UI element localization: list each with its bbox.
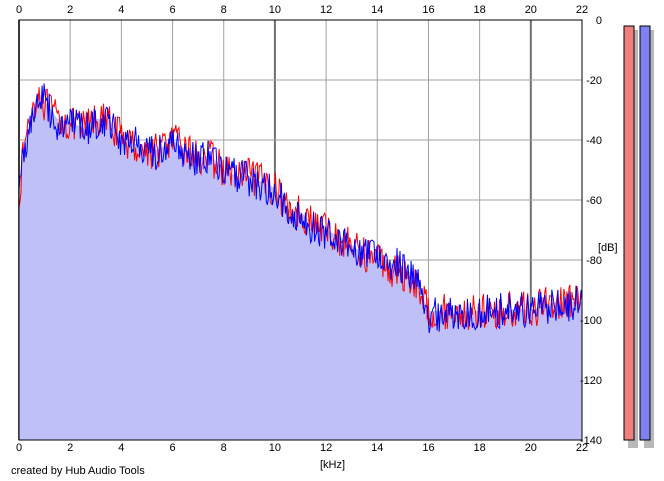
x-tick-label-bottom: 0 <box>16 442 22 454</box>
plot-area <box>18 19 583 441</box>
y-tick-label: -140 <box>580 435 602 447</box>
x-tick-label-top: 16 <box>422 4 434 16</box>
level-meter-1 <box>623 25 635 441</box>
x-tick-label-bottom: 4 <box>118 442 124 454</box>
x-tick-label-top: 2 <box>67 4 73 16</box>
x-tick-label-top: 14 <box>371 4 383 16</box>
x-tick-label-top: 8 <box>221 4 227 16</box>
plot-frame <box>18 19 583 441</box>
y-tick-label: -120 <box>580 375 602 387</box>
x-tick-label-top: 10 <box>269 4 281 16</box>
y-tick-label: -100 <box>580 315 602 327</box>
x-tick-label-bottom: 14 <box>371 442 383 454</box>
x-tick-label-top: 0 <box>16 4 22 16</box>
y-tick-label: -40 <box>586 135 602 147</box>
y-tick-label: -80 <box>586 255 602 267</box>
y-tick-label: -60 <box>586 195 602 207</box>
spectrum-area <box>19 92 582 440</box>
x-tick-label-bottom: 20 <box>525 442 537 454</box>
y-tick-labels: 0 -20 -40 -60 -80 -100 -120 -140 <box>580 15 602 447</box>
x-tick-label-bottom: 2 <box>67 442 73 454</box>
x-tick-label-bottom: 6 <box>169 442 175 454</box>
x-tick-label-top: 20 <box>525 4 537 16</box>
y-tick-label: 0 <box>596 15 602 27</box>
x-tick-label-top: 12 <box>320 4 332 16</box>
x-tick-label-bottom: 8 <box>221 442 227 454</box>
x-tick-label-bottom: 10 <box>269 442 281 454</box>
credit-text: created by Hub Audio Tools <box>11 465 145 477</box>
level-meter-2 <box>639 25 651 441</box>
x-tick-label-top: 4 <box>118 4 124 16</box>
spectrum-fill <box>19 92 582 440</box>
y-tick-label: -20 <box>586 75 602 87</box>
x-axis-label: [kHz] <box>320 459 345 471</box>
level-meters <box>623 25 654 448</box>
x-tick-label-bottom: 22 <box>576 442 588 454</box>
x-tick-label-top: 22 <box>576 4 588 16</box>
spectrum-series-2 <box>18 83 583 334</box>
x-tick-label-bottom: 12 <box>320 442 332 454</box>
x-tick-label-bottom: 18 <box>474 442 486 454</box>
x-tick-label-bottom: 16 <box>422 442 434 454</box>
y-axis-label: [dB] <box>598 242 618 254</box>
spectrum-series <box>18 83 583 334</box>
x-tick-label-top: 6 <box>169 4 175 16</box>
x-tick-label-top: 18 <box>474 4 486 16</box>
